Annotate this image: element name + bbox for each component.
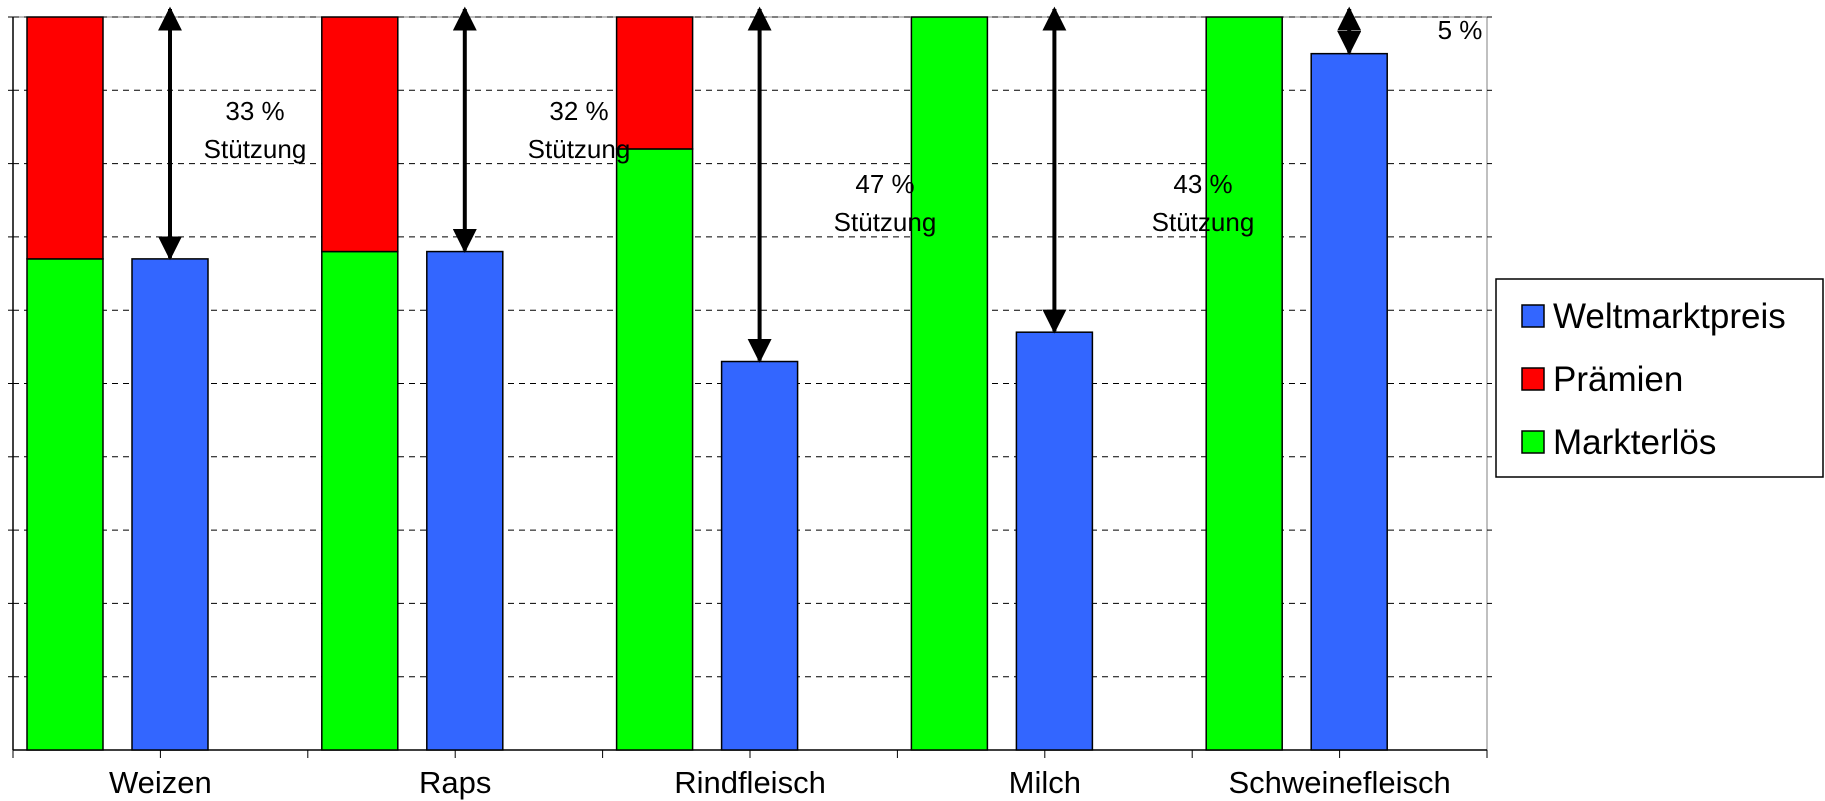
x-tick-label: Weizen <box>109 765 212 800</box>
legend-swatch <box>1521 367 1545 391</box>
x-tick-label: Schweinefleisch <box>1228 765 1450 800</box>
bar-praemien <box>615 16 694 150</box>
bar-praemien <box>321 16 399 253</box>
bar-weltmarktpreis <box>131 258 209 751</box>
annotation-label: Stützung <box>1152 207 1255 237</box>
bar-markterloes <box>321 250 399 751</box>
x-tick-label: Milch <box>1009 765 1081 800</box>
x-tick-label: Rindfleisch <box>674 765 826 800</box>
legend: Weltmarktpreis Prämien Markterlös <box>1495 278 1824 478</box>
annotation-label: Stützung <box>528 134 631 164</box>
x-tick-label: Raps <box>419 765 491 800</box>
annotation-label: Stützung <box>204 134 307 164</box>
annotation-percent: 5 % <box>1438 15 1483 45</box>
legend-label: Prämien <box>1553 360 1683 399</box>
legend-label: Markterlös <box>1553 423 1716 462</box>
bar-weltmarktpreis <box>1310 52 1388 751</box>
annotation-percent: 43 % <box>1173 169 1232 199</box>
bar-weltmarktpreis <box>720 360 799 751</box>
legend-swatch <box>1521 304 1545 328</box>
bar-weltmarktpreis <box>426 250 504 751</box>
bar-markterloes <box>1205 16 1283 751</box>
legend-swatch <box>1521 430 1545 454</box>
annotation-percent: 47 % <box>855 169 914 199</box>
legend-box <box>1495 278 1824 478</box>
bar-praemien <box>26 16 104 260</box>
bar-markterloes <box>26 258 104 751</box>
bar-markterloes <box>910 16 989 751</box>
bar-markterloes <box>615 148 694 751</box>
legend-label: Weltmarktpreis <box>1553 297 1786 336</box>
bar-weltmarktpreis <box>1015 331 1094 751</box>
annotation-label: Stützung <box>834 207 937 237</box>
annotation-percent: 33 % <box>225 96 284 126</box>
annotation-percent: 32 % <box>549 96 608 126</box>
